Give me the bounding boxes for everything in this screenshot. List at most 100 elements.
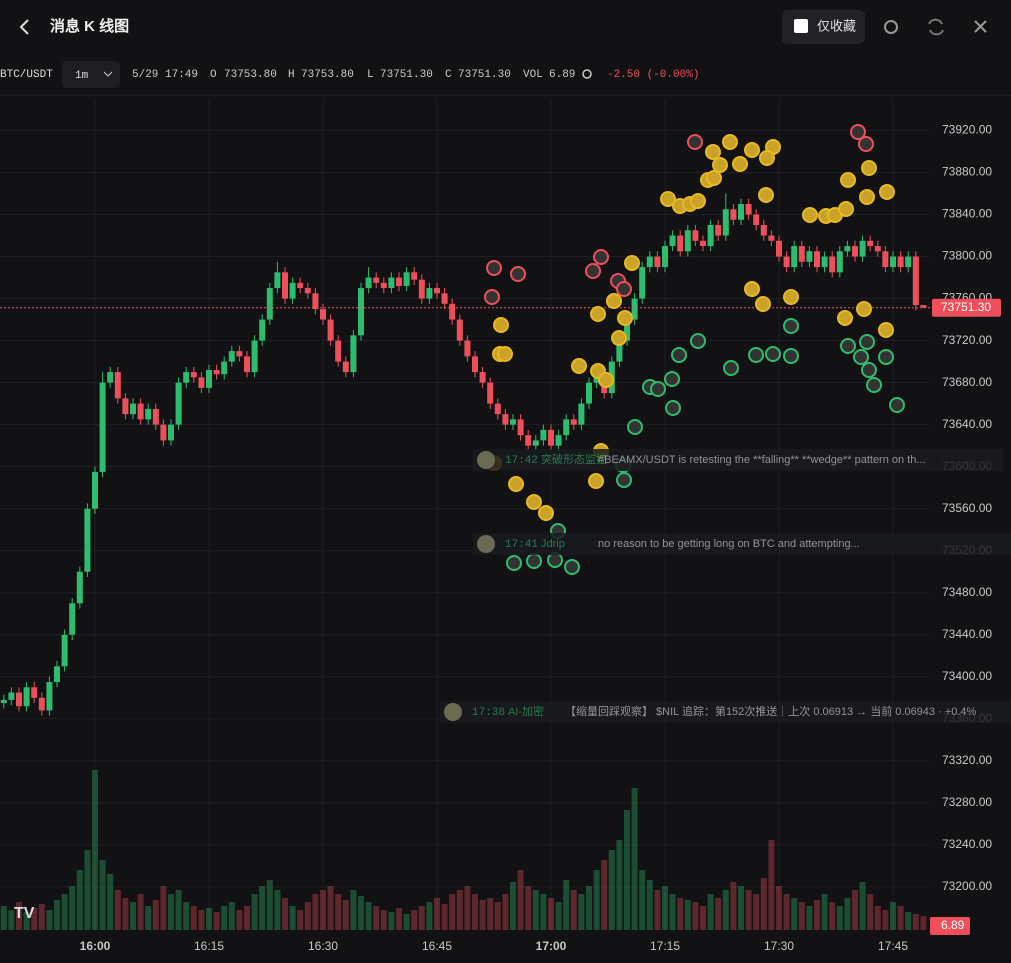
volume-bar [213, 912, 220, 930]
news-avatar[interactable] [493, 317, 509, 333]
news-avatar[interactable] [859, 189, 875, 205]
news-avatar[interactable] [856, 301, 872, 317]
volume-bar [122, 898, 129, 930]
candle-body [570, 419, 577, 425]
message-strip [473, 449, 1003, 471]
news-avatar[interactable] [866, 377, 882, 393]
news-avatar[interactable] [617, 310, 633, 326]
news-avatar[interactable] [878, 322, 894, 338]
candle-body [776, 240, 782, 257]
news-avatar[interactable] [858, 136, 874, 152]
candle-body [487, 382, 494, 404]
news-avatar[interactable] [838, 201, 854, 217]
news-avatar[interactable] [765, 346, 781, 362]
message-avatar [477, 451, 495, 469]
news-avatar[interactable] [590, 306, 606, 322]
news-avatar[interactable] [593, 249, 609, 265]
news-avatar[interactable] [486, 260, 502, 276]
news-avatar[interactable] [484, 289, 500, 305]
candle [198, 372, 205, 394]
news-avatar[interactable] [732, 156, 748, 172]
news-avatar[interactable] [840, 172, 856, 188]
news-avatar[interactable] [687, 134, 703, 150]
news-avatar[interactable] [665, 400, 681, 416]
candle [266, 282, 273, 325]
news-avatar[interactable] [722, 134, 738, 150]
news-avatar[interactable] [585, 263, 601, 279]
news-avatar[interactable] [861, 362, 877, 378]
news-avatar[interactable] [840, 338, 856, 354]
settings-button[interactable] [884, 20, 898, 34]
visibility-icon[interactable] [582, 69, 592, 79]
news-avatar[interactable] [744, 281, 760, 297]
news-avatar[interactable] [538, 505, 554, 521]
news-avatar[interactable] [859, 334, 875, 350]
news-avatar[interactable] [879, 184, 895, 200]
news-avatar[interactable] [802, 207, 818, 223]
news-avatar[interactable] [690, 193, 706, 209]
news-avatar[interactable] [526, 553, 542, 569]
candle-body [304, 288, 311, 294]
volume-bar [198, 910, 205, 930]
news-avatar[interactable] [783, 318, 799, 334]
news-avatar[interactable] [611, 330, 627, 346]
news-avatar[interactable] [526, 494, 542, 510]
volume-bar [289, 906, 296, 930]
news-avatar[interactable] [508, 476, 524, 492]
candle [426, 282, 433, 304]
candle-body [335, 340, 342, 362]
volume-bar [707, 894, 714, 930]
candle-body [479, 372, 486, 383]
news-avatar[interactable] [837, 310, 853, 326]
news-avatar[interactable] [506, 555, 522, 571]
news-avatar[interactable] [598, 372, 614, 388]
news-avatar[interactable] [660, 191, 676, 207]
checkbox[interactable] [794, 19, 808, 33]
candle-body [654, 256, 661, 268]
news-avatar[interactable] [650, 381, 666, 397]
news-avatar[interactable] [588, 473, 604, 489]
close-button[interactable] [974, 20, 987, 33]
back-button[interactable] [19, 19, 29, 35]
news-avatar[interactable] [706, 170, 722, 186]
volume-bar [380, 910, 387, 930]
candle-body [0, 699, 7, 704]
news-avatar[interactable] [616, 472, 632, 488]
news-avatar[interactable] [571, 358, 587, 374]
news-avatar[interactable] [664, 371, 680, 387]
favorite-toggle[interactable] [782, 10, 865, 44]
news-avatar[interactable] [606, 293, 622, 309]
ohlc-key: C [445, 69, 452, 81]
news-avatar[interactable] [783, 289, 799, 305]
candle [806, 246, 813, 268]
news-avatar[interactable] [624, 255, 640, 271]
news-avatar[interactable] [861, 160, 877, 176]
interval-select[interactable] [62, 61, 120, 88]
news-avatar[interactable] [712, 157, 728, 173]
news-avatar[interactable] [497, 346, 513, 362]
news-avatar[interactable] [744, 142, 760, 158]
news-avatar[interactable] [547, 552, 563, 568]
news-avatar[interactable] [759, 150, 775, 166]
news-avatar[interactable] [690, 333, 706, 349]
news-avatar[interactable] [889, 397, 905, 413]
news-avatar[interactable] [850, 124, 866, 140]
news-avatar[interactable] [705, 144, 721, 160]
news-avatar[interactable] [853, 349, 869, 365]
news-avatar[interactable] [510, 266, 526, 282]
news-avatar[interactable] [616, 281, 632, 297]
news-avatar[interactable] [627, 419, 643, 435]
news-avatar[interactable] [671, 347, 687, 363]
news-avatar[interactable] [564, 559, 580, 575]
news-avatar[interactable] [878, 349, 894, 365]
news-avatar[interactable] [748, 347, 764, 363]
news-avatar[interactable] [758, 187, 774, 203]
candle-body [418, 279, 425, 299]
refresh-button[interactable] [928, 18, 944, 36]
news-avatar[interactable] [755, 296, 771, 312]
ohlc-value: 73751.30 [380, 69, 433, 81]
news-avatar[interactable] [783, 348, 799, 364]
news-avatar[interactable] [723, 360, 739, 376]
candle-body [836, 251, 843, 273]
